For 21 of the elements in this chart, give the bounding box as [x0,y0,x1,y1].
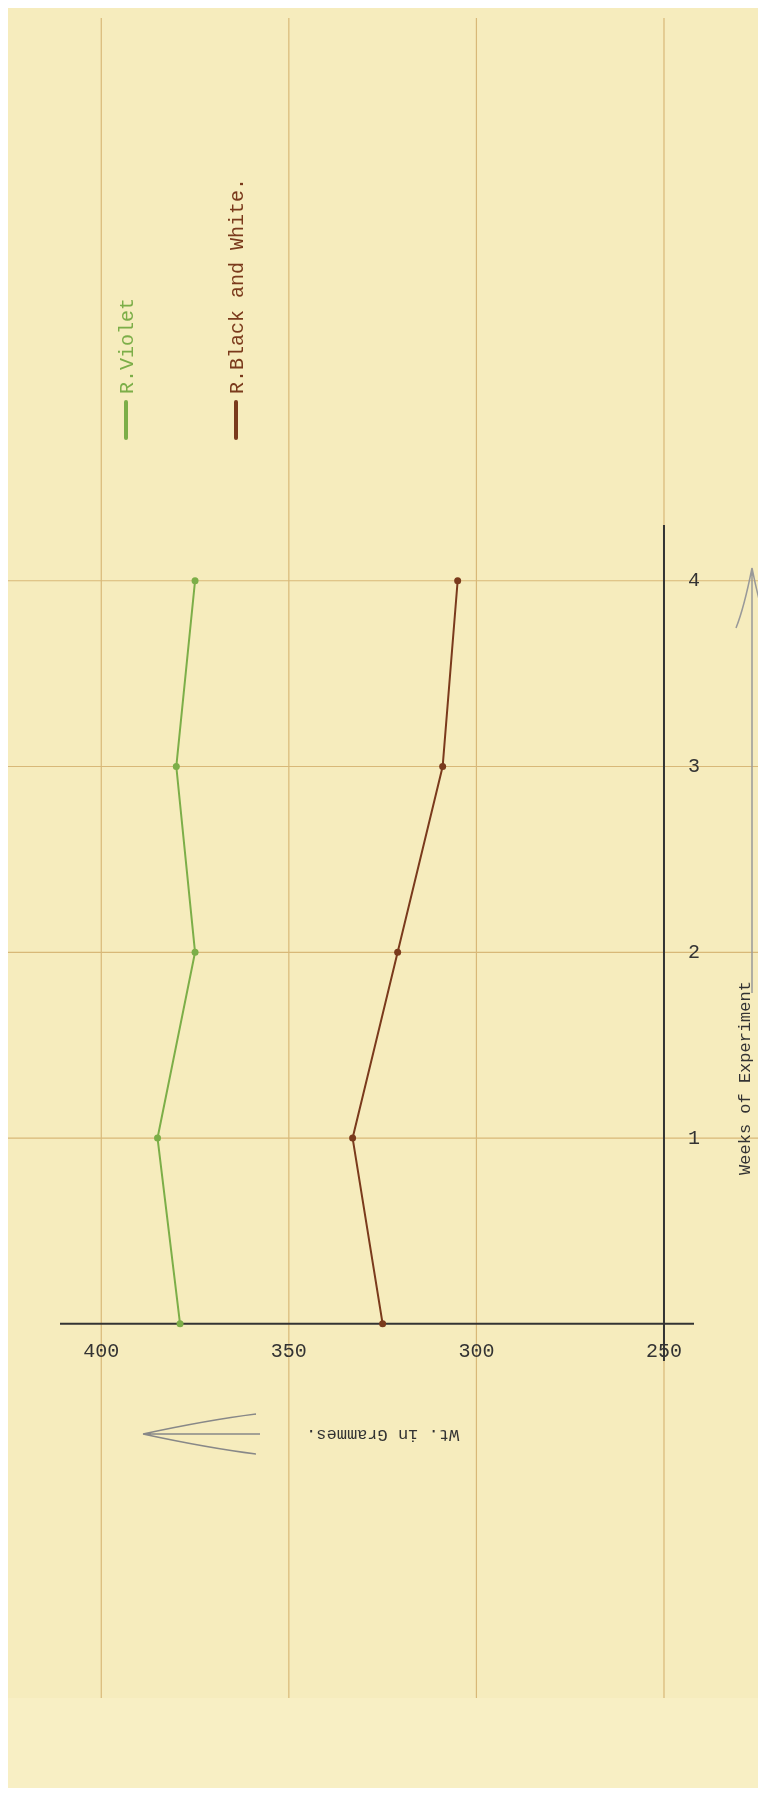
point [454,577,462,585]
x-tick-label: 300 [458,1340,495,1364]
text: R.Violet [115,297,139,394]
x-tick-label: 350 [270,1340,307,1364]
point [172,763,180,771]
y-tick-label: 1 [687,1126,700,1150]
point [176,1320,184,1328]
point [394,948,402,956]
y-tick-label: 2 [687,940,700,964]
x-tick-label: 400 [83,1340,120,1364]
point [154,1134,162,1142]
point [349,1134,357,1142]
y-tick-label: 4 [687,569,700,593]
point [191,948,199,956]
point [379,1320,387,1328]
y-tick-label: 3 [687,755,700,779]
point [191,577,199,585]
text: R.Black and White. [225,177,249,394]
x-axis-title: Wt. in Grammes. [306,1424,460,1444]
y-axis-title: Weeks of Experiment [736,981,756,1175]
point [439,763,447,771]
